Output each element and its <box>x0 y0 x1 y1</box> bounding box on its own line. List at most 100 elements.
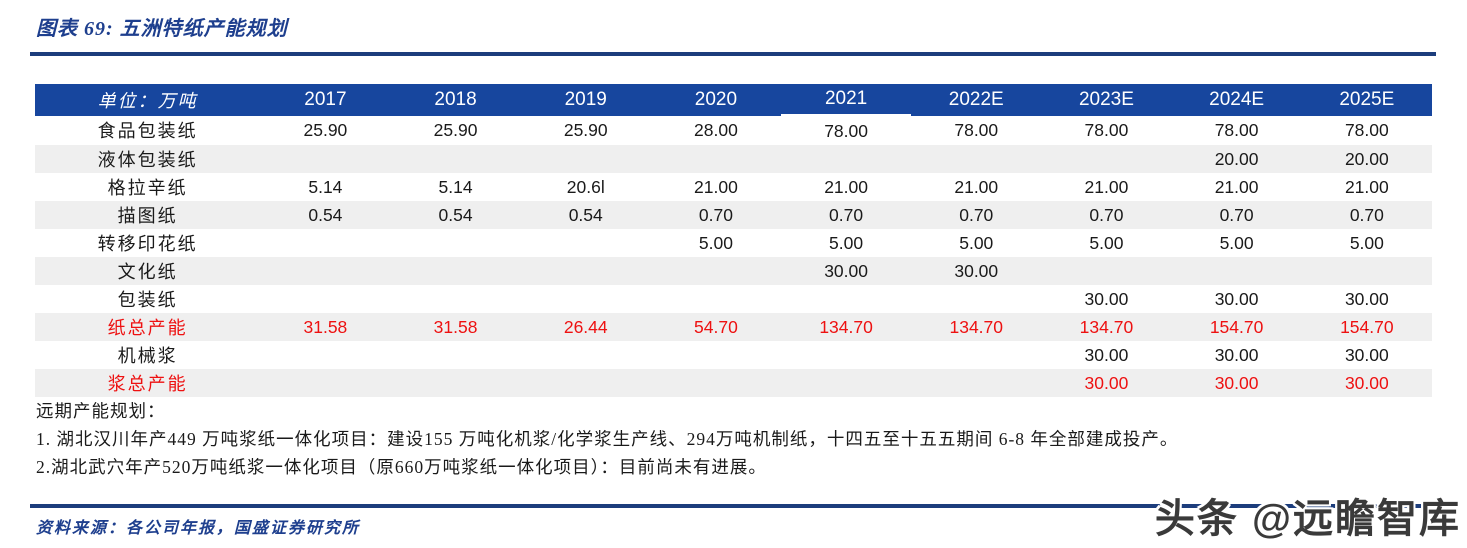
value-cell <box>260 257 390 285</box>
note-line: 远期产能规划： <box>36 401 166 421</box>
value-cell: 30.00 <box>1344 372 1389 393</box>
value-cell <box>1041 145 1171 173</box>
value-cell <box>1041 257 1171 285</box>
value-cell <box>651 369 781 397</box>
value-cell <box>911 285 1041 313</box>
value-cell: 31.58 <box>303 316 348 337</box>
year-header-cell: 2018 <box>390 84 521 116</box>
value-cell: 0.70 <box>1219 204 1254 225</box>
table-row: 描图纸 0.54 0.54 0.54 0.70 0.70 0.70 0.70 0.70 0.70 <box>35 201 1432 229</box>
value-cell: 0.70 <box>698 204 733 225</box>
row-label: 转移印花纸 <box>97 234 198 254</box>
value-cell: 31.58 <box>433 316 478 337</box>
value-cell <box>390 145 520 173</box>
value-cell: 21.00 <box>1214 176 1259 197</box>
value-cell: 20.00 <box>1344 148 1389 169</box>
value-cell: 0.70 <box>959 204 994 225</box>
value-cell: 5.00 <box>959 232 994 253</box>
toutiao-watermark: 头条 @远瞻智库 <box>1154 497 1461 541</box>
value-cell: 5.00 <box>1349 232 1384 253</box>
value-cell <box>521 285 651 313</box>
value-cell: 78.00 <box>824 120 868 141</box>
capacity-table: 单位：万吨 2017 2018 2019 2020 2021 2022E 2023E 2024E… <box>35 84 1432 397</box>
value-cell: 21.00 <box>954 176 999 197</box>
value-cell <box>651 145 781 173</box>
table-row: 机械浆 30.00 30.00 30.00 <box>35 341 1432 369</box>
value-cell: 21.00 <box>1344 176 1389 197</box>
value-cell <box>521 369 651 397</box>
value-cell: 134.70 <box>949 316 1004 337</box>
value-cell: 30.00 <box>1214 344 1259 365</box>
year-header-cell: 2025E <box>1301 84 1432 116</box>
value-cell <box>521 229 651 257</box>
value-cell <box>1302 257 1432 285</box>
table-row: 食品包装纸 25.90 25.90 25.90 28.00 78.00 78.00 78.00… <box>35 116 1432 146</box>
value-cell: 25.90 <box>563 119 608 140</box>
bottom-divider-rule <box>30 504 1436 508</box>
value-cell <box>781 369 911 397</box>
value-cell: 25.90 <box>303 119 348 140</box>
value-cell: 5.00 <box>829 232 864 253</box>
value-cell: 0.54 <box>568 204 603 225</box>
value-cell <box>521 341 651 369</box>
value-cell: 21.00 <box>694 176 738 197</box>
value-cell <box>260 145 390 173</box>
value-cell: 30.00 <box>1214 288 1259 309</box>
value-cell: 78.00 <box>1084 119 1129 140</box>
value-cell: 30.00 <box>1084 344 1129 365</box>
note-line: 2.湖北武穴年产520万吨纸浆一体化项目（原660万吨浆纸一体化项目）：目前尚未… <box>36 457 767 477</box>
year-header-cell: 2019 <box>520 84 651 116</box>
year-header-cell: 2021 <box>781 84 912 117</box>
row-label: 纸总产能 <box>107 318 188 338</box>
figure-caption: 图表 69: 五洲特纸产能规划 <box>36 18 288 40</box>
table-row: 纸总产能 31.58 31.58 26.44 54.70 134.70 134.70 134.… <box>35 313 1432 341</box>
year-header-cell: 2024E <box>1171 84 1302 116</box>
value-cell: 30.00 <box>954 260 999 281</box>
row-label: 食品包装纸 <box>97 121 198 142</box>
value-cell: 0.54 <box>438 204 473 225</box>
notes-section: 远期产能规划： 1. 湖北汉川年产449 万吨浆纸一体化项目：建设155 万吨化… <box>36 397 1376 481</box>
value-cell: 30.00 <box>1344 288 1389 309</box>
year-header-cell: 2022E <box>911 84 1042 116</box>
table-row: 包装纸 30.00 30.00 30.00 <box>35 285 1432 313</box>
value-cell: 5.14 <box>438 176 473 197</box>
value-cell: 78.00 <box>954 119 999 140</box>
value-cell: 78.00 <box>1344 119 1389 140</box>
year-header-cell: 2023E <box>1041 84 1172 116</box>
row-label: 文化纸 <box>117 262 178 282</box>
value-cell <box>781 341 911 369</box>
value-cell <box>1172 257 1302 285</box>
value-cell <box>390 229 520 257</box>
value-cell <box>260 229 390 257</box>
value-cell <box>390 257 520 285</box>
table-row: 液体包装纸 20.00 20.00 <box>35 145 1432 173</box>
value-cell <box>911 145 1041 173</box>
value-cell: 30.00 <box>824 260 868 281</box>
value-cell: 5.00 <box>1219 232 1254 253</box>
value-cell: 20.00 <box>1214 148 1259 169</box>
year-header-cell: 2020 <box>650 84 781 116</box>
value-cell <box>781 145 911 173</box>
row-label: 格拉辛纸 <box>107 178 188 198</box>
row-label: 液体包装纸 <box>97 150 198 170</box>
value-cell: 30.00 <box>1084 372 1129 393</box>
value-cell <box>260 369 390 397</box>
value-cell: 0.70 <box>829 204 864 225</box>
value-cell: 0.54 <box>308 204 343 225</box>
value-cell: 26.44 <box>563 316 608 337</box>
value-cell: 54.70 <box>694 316 738 337</box>
value-cell <box>781 285 911 313</box>
row-label: 浆总产能 <box>107 374 188 394</box>
value-cell: 154.70 <box>1209 316 1264 337</box>
value-cell: 0.70 <box>1089 204 1124 225</box>
table-header-row: 单位：万吨 2017 2018 2019 2020 2021 2022E 2023E 2024E… <box>35 84 1432 117</box>
value-cell: 5.00 <box>698 232 733 253</box>
value-cell <box>260 341 390 369</box>
value-cell: 28.00 <box>694 119 738 140</box>
value-cell <box>390 369 520 397</box>
value-cell <box>521 145 651 173</box>
value-cell <box>390 285 520 313</box>
value-cell <box>651 257 781 285</box>
row-label: 描图纸 <box>117 206 178 226</box>
note-line: 1. 湖北汉川年产449 万吨浆纸一体化项目：建设155 万吨化机浆/化学浆生产… <box>36 429 1179 449</box>
